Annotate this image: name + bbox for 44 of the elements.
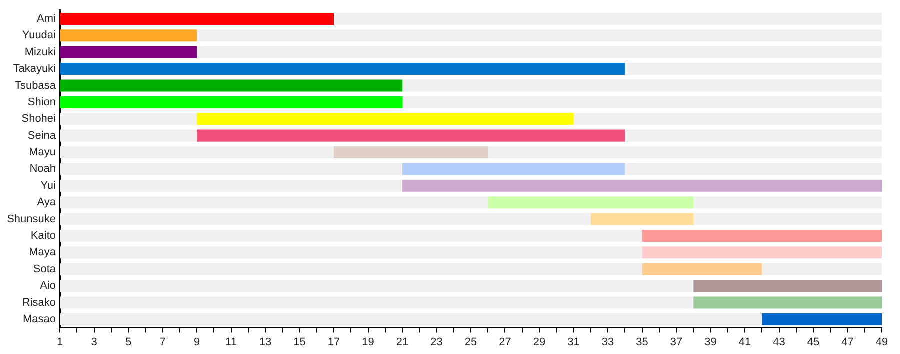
- y-tick-label: Shohei: [22, 113, 56, 126]
- y-tick-label: Yuudai: [22, 30, 56, 42]
- x-tick-label: 27: [499, 336, 512, 348]
- x-tick-label: 23: [430, 336, 443, 348]
- y-tick-label: Takayuki: [13, 63, 56, 76]
- x-tick-label: 43: [773, 336, 786, 348]
- x-tick-label: 35: [636, 336, 648, 348]
- y-tick-label: Masao: [22, 313, 56, 326]
- y-tick-label: Maya: [29, 246, 57, 259]
- x-tick-label: 39: [704, 336, 717, 348]
- x-tick-label: 21: [396, 336, 409, 348]
- x-tick-label: 33: [602, 336, 614, 348]
- y-tick-label: Mizuki: [24, 46, 56, 58]
- y-tick-label: Aya: [37, 196, 57, 209]
- y-tick-label: Kaito: [30, 230, 56, 242]
- x-tick-label: 45: [807, 336, 820, 348]
- y-tick-label: Tsubasa: [15, 80, 57, 92]
- y-tick-label: Mayu: [29, 146, 56, 159]
- y-tick-label: Risako: [22, 296, 56, 309]
- x-tick-label: 37: [670, 336, 683, 348]
- x-tick-label: 5: [125, 336, 132, 348]
- x-tick-label: 7: [160, 336, 166, 348]
- y-tick-label: Aio: [40, 280, 56, 292]
- y-tick-label: Shunsuke: [7, 213, 56, 226]
- x-tick-label: 13: [259, 336, 272, 348]
- x-tick-label: 9: [194, 336, 200, 348]
- x-tick-label: 1: [56, 336, 64, 348]
- x-tick-label: 41: [738, 336, 752, 348]
- x-tick-label: 17: [328, 336, 340, 348]
- x-tick-label: 19: [362, 336, 374, 348]
- y-tick-label: Noah: [30, 163, 56, 176]
- y-tick-label: Sota: [33, 263, 57, 276]
- x-tick-label: 3: [91, 336, 98, 348]
- y-tick-label: Seina: [28, 130, 57, 142]
- y-tick-label: Shion: [28, 96, 56, 108]
- x-tick-label: 11: [226, 336, 237, 348]
- x-tick-label: 29: [533, 336, 546, 348]
- x-tick-label: 15: [294, 336, 306, 348]
- y-tick-label: Ami: [37, 12, 56, 25]
- x-tick-label: 49: [876, 336, 888, 348]
- x-tick-label: 47: [842, 336, 854, 348]
- x-tick-label: 25: [464, 336, 478, 348]
- x-tick-label: 31: [568, 336, 580, 348]
- y-tick-label: Yui: [40, 180, 56, 192]
